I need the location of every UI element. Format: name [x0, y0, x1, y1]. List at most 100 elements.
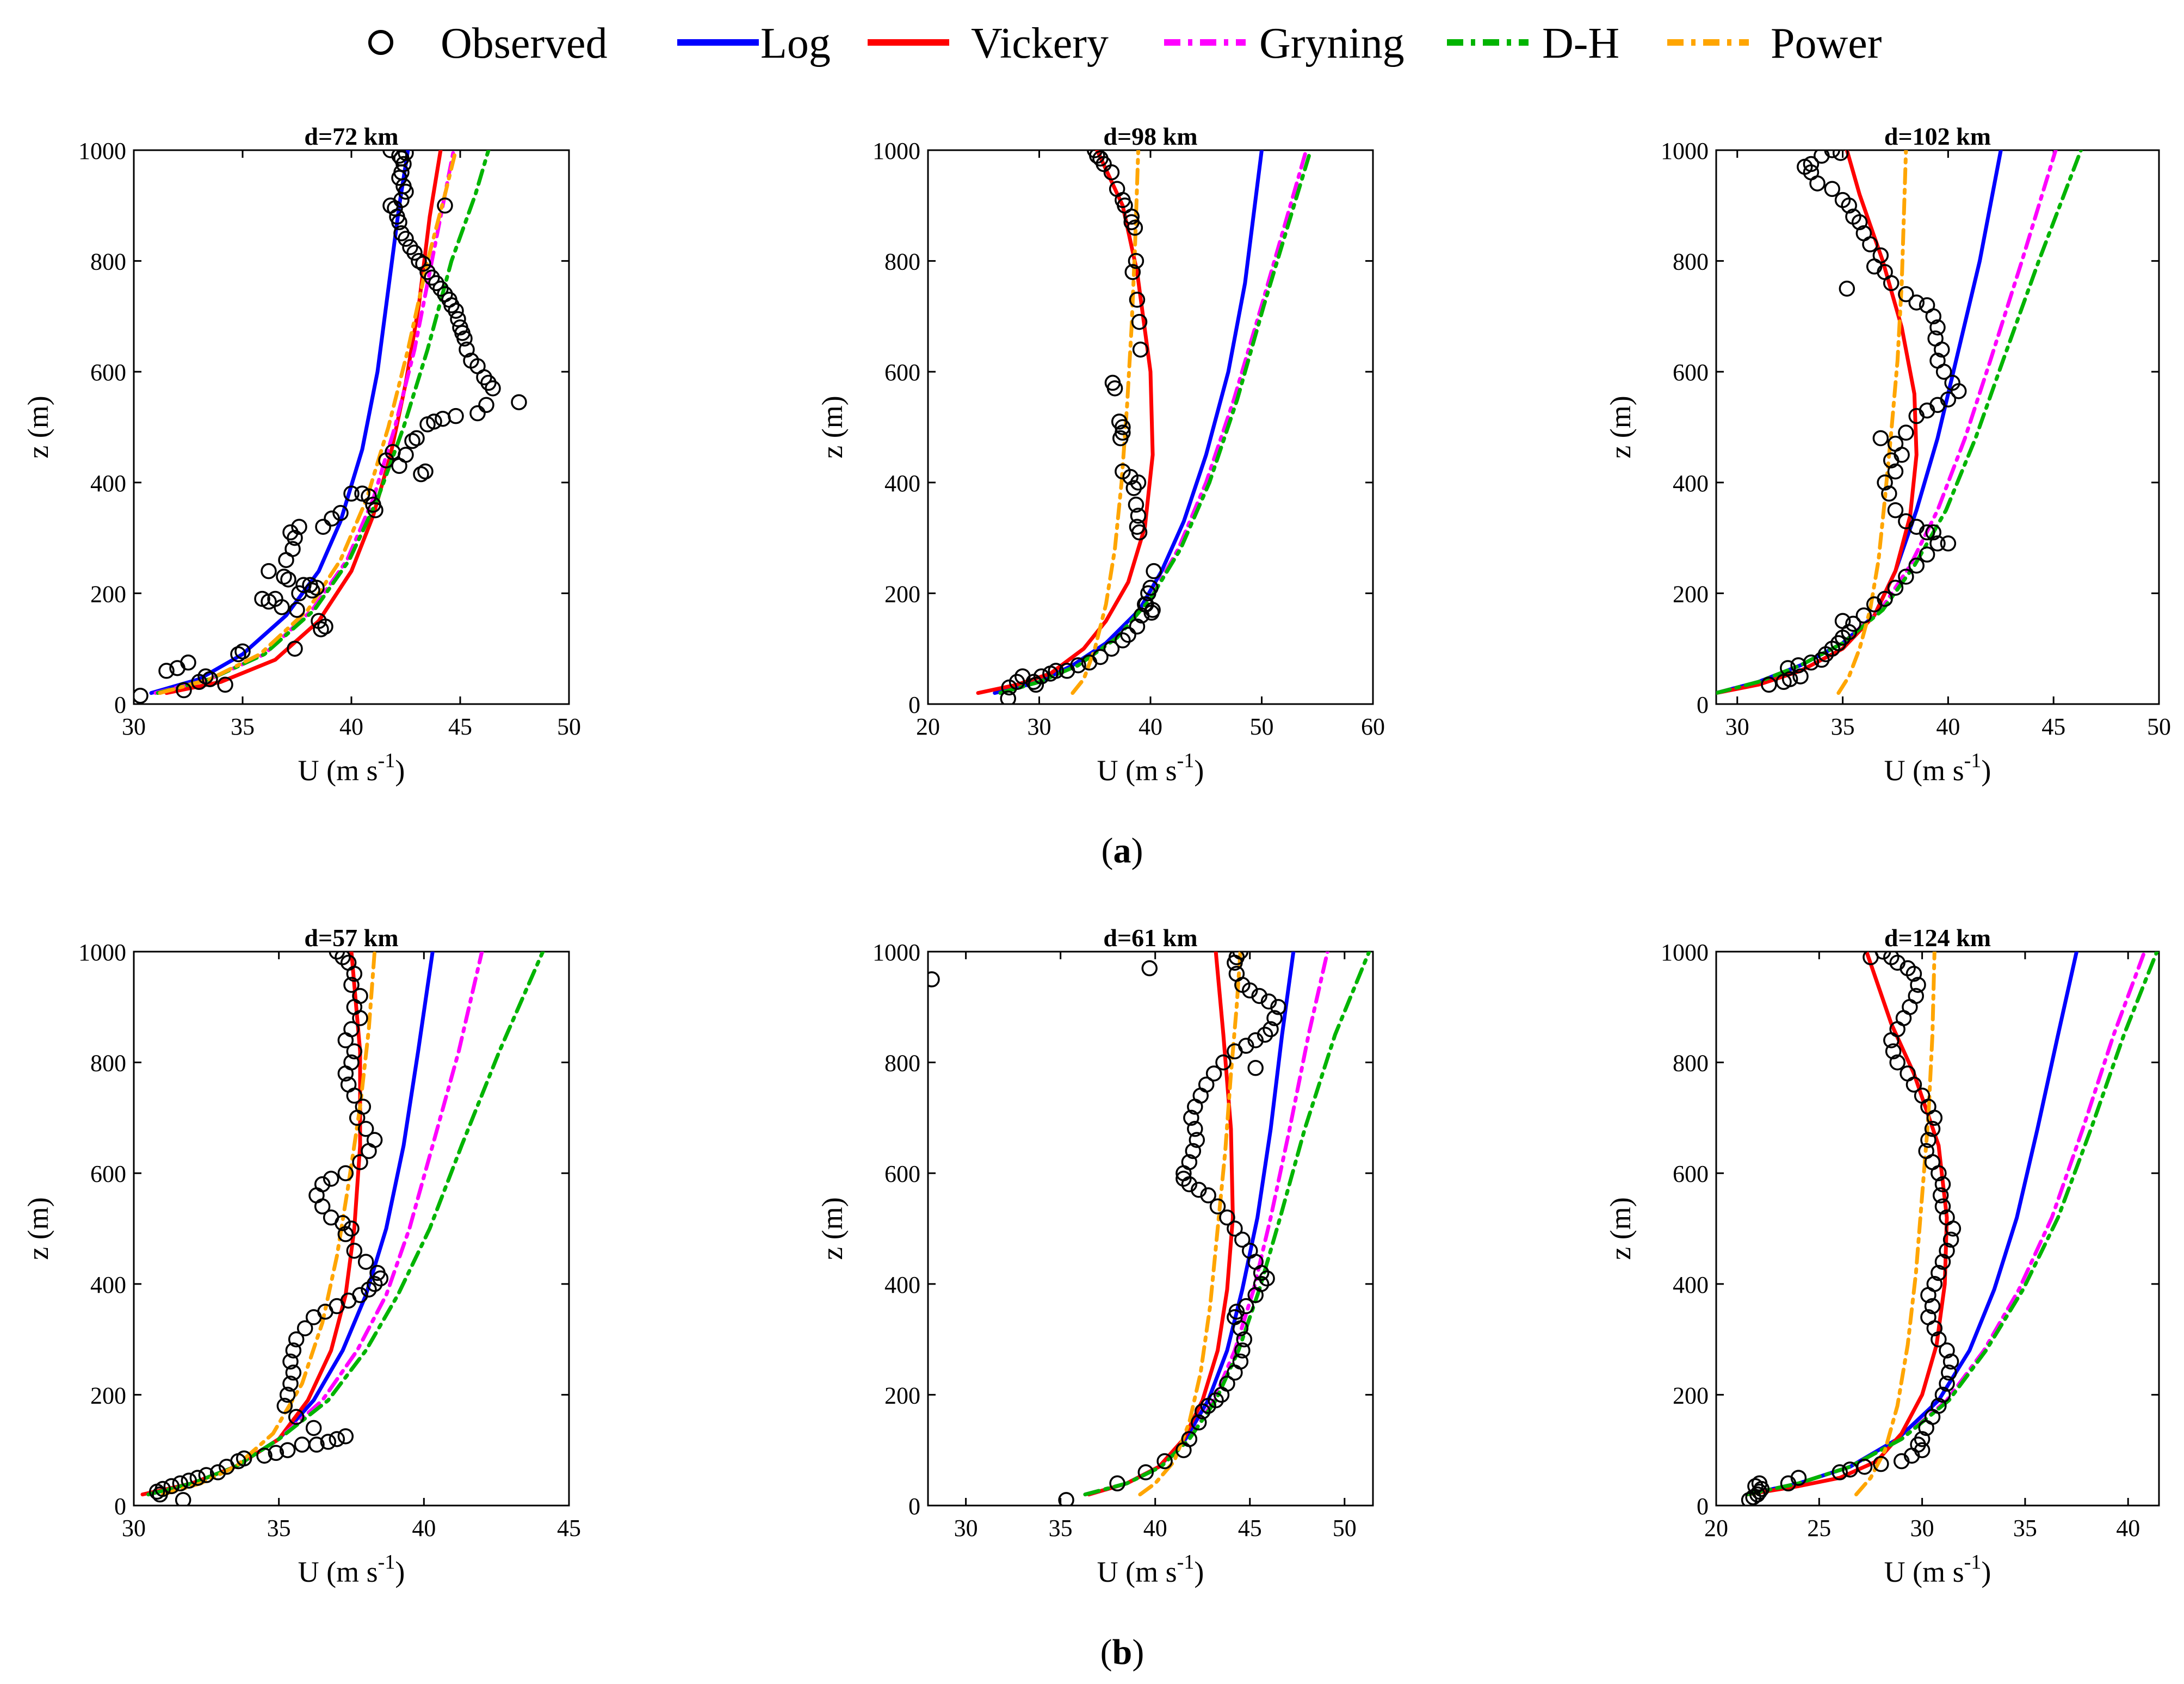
panel-4-observed-point — [320, 1434, 337, 1450]
panel-4-observed-point — [282, 1375, 299, 1392]
panel-4-xtick-label: 30 — [122, 1515, 146, 1541]
panel-6-observed-point — [1924, 1298, 1941, 1315]
panel-3-observed-point — [1898, 569, 1914, 585]
panel-4-observed-point — [189, 1470, 206, 1486]
panel-6-observed-point — [1924, 1121, 1941, 1137]
panel-1-ytick-label: 1000 — [78, 138, 126, 164]
panel-4-observed-point — [268, 1445, 284, 1461]
panel-6-series-power — [1854, 952, 1936, 1497]
panel-4-observed-point — [337, 1428, 354, 1445]
panel-4-observed-point — [361, 1281, 377, 1298]
panel-3-observed-point — [1919, 546, 1935, 563]
panel-1-observed-point — [469, 405, 486, 422]
panel-4-observed-point — [276, 1398, 293, 1414]
panel-3-observed-point — [1845, 615, 1861, 632]
panel-3: 30 35 40 45 50 0 200 400 600 800 1000 d=102 km U (m … — [1604, 122, 2171, 787]
panel-4-xtick-label: 40 — [412, 1515, 436, 1541]
panel-2-xtick-label: 40 — [1139, 713, 1162, 740]
panel-4-observed-point — [343, 977, 360, 993]
panel-5-observed-point — [1156, 1453, 1173, 1470]
panel-1-ytick-label: 0 — [114, 692, 126, 718]
panel-6-observed-point — [1920, 1309, 1936, 1325]
panel-4-ytick-label: 600 — [90, 1161, 126, 1187]
panel-5-observed-point — [1200, 1187, 1216, 1204]
panel-2-observed-point — [1124, 264, 1141, 280]
panel-2-ytick-label: 400 — [884, 470, 920, 497]
panel-5-observed-point — [1253, 1276, 1270, 1292]
panel-6-observed-point — [1908, 988, 1924, 1004]
panel-5-observed-point — [1189, 1132, 1205, 1148]
panel-3-observed-point — [1877, 590, 1893, 607]
panel-1-observed-point — [291, 519, 307, 535]
panel-4-observed-point — [236, 1450, 252, 1467]
panel-1-observed-point — [134, 687, 149, 704]
panel-1-xtick-label: 45 — [448, 713, 472, 740]
panel-2-xtick-label: 60 — [1361, 713, 1385, 740]
panel-2-observed-point — [1033, 668, 1050, 684]
panel-6-observed-point — [1889, 1054, 1905, 1071]
panel-3-series-dh — [1716, 150, 2083, 695]
panel-6-ytick-label: 0 — [1697, 1493, 1709, 1520]
group-label-b: (b) — [1100, 1632, 1144, 1672]
panel-5-series-dh — [1083, 952, 1371, 1497]
panel-5-ylabel: z (m) — [816, 1197, 849, 1260]
panel-6-observed-point — [1931, 1331, 1947, 1348]
panel-2-observed-point — [1106, 380, 1123, 397]
panel-3-plot-area — [1716, 150, 2083, 695]
panel-3-observed-point — [1803, 156, 1820, 172]
panel-2-observed-point — [1130, 508, 1147, 524]
panel-3-observed-point — [1761, 676, 1777, 693]
panel-1-ylabel: z (m) — [22, 396, 54, 458]
legend-item-gryning: Gryning — [1164, 20, 1405, 67]
panel-6-observed-point — [1942, 1231, 1959, 1248]
panel-6-plot-area — [1741, 952, 2159, 1506]
panel-1-observed-point — [398, 447, 414, 463]
panel-6-observed-point — [1920, 1132, 1936, 1148]
panel-4-ytick-label: 200 — [90, 1382, 126, 1409]
panel-4-observed-point — [337, 1165, 354, 1181]
panel-4-observed-point — [329, 952, 345, 960]
panel-4-observed-point — [294, 1436, 311, 1453]
panel-5-observed-point — [1058, 1492, 1074, 1506]
panel-3-series-gryning — [1716, 150, 2058, 695]
panel-5-observed-point — [1247, 1032, 1264, 1048]
panel-2-observed-point — [1115, 419, 1131, 435]
panel-5-observed-point — [1175, 1170, 1192, 1187]
panel-2-observed-point — [1115, 632, 1131, 649]
panel-4-observed-point — [323, 1209, 339, 1226]
panel-6-xtick-label: 25 — [1807, 1515, 1831, 1541]
panel-6-observed-point — [1900, 1065, 1916, 1082]
panel-1-observed-point — [478, 397, 494, 414]
legend-label-power: Power — [1771, 20, 1882, 67]
panel-5-observed-point — [1247, 1060, 1264, 1076]
panel-1-observed-point — [176, 682, 192, 699]
panel-5-xtick-label: 30 — [954, 1515, 978, 1541]
panel-3-xtick-label: 35 — [1831, 713, 1855, 740]
panel-3-observed-point — [1832, 150, 1849, 161]
panel-5-xtick-label: 45 — [1238, 1515, 1262, 1541]
panel-1-observed-point — [450, 311, 466, 328]
panel-5-observed-point — [1208, 1392, 1224, 1409]
panel-3-observed-point — [1792, 668, 1809, 684]
panel-1-observed-point — [409, 430, 425, 447]
panel-5-observed-point — [1141, 960, 1158, 977]
panel-3-ytick-label: 200 — [1673, 581, 1709, 607]
panel-2-observed-point — [1109, 181, 1125, 198]
panel-4-observed-point — [308, 1436, 325, 1453]
legend-label-log: Log — [760, 20, 831, 67]
panel-2-ytick-label: 800 — [884, 249, 920, 275]
panel-1-title: d=72 km — [304, 122, 398, 150]
panel-3-xtick-label: 30 — [1725, 713, 1749, 740]
panel-3-observed-point — [1898, 286, 1914, 303]
panel-3-observed-point — [1803, 654, 1820, 671]
panel-1: 30 35 40 45 50 0 200 400 600 800 1000 d=72 km U (m s… — [22, 122, 581, 787]
panel-3-observed-point — [1898, 424, 1914, 441]
panel-3-observed-point — [1929, 535, 1946, 552]
panel-3-observed-point — [1877, 474, 1893, 491]
panel-3-ytick-label: 600 — [1673, 359, 1709, 386]
panel-3-observed-point — [1944, 374, 1960, 391]
panel-2-observed-point — [1000, 690, 1016, 704]
panel-4-observed-point — [172, 1475, 189, 1492]
panel-2-ylabel: z (m) — [816, 396, 849, 458]
